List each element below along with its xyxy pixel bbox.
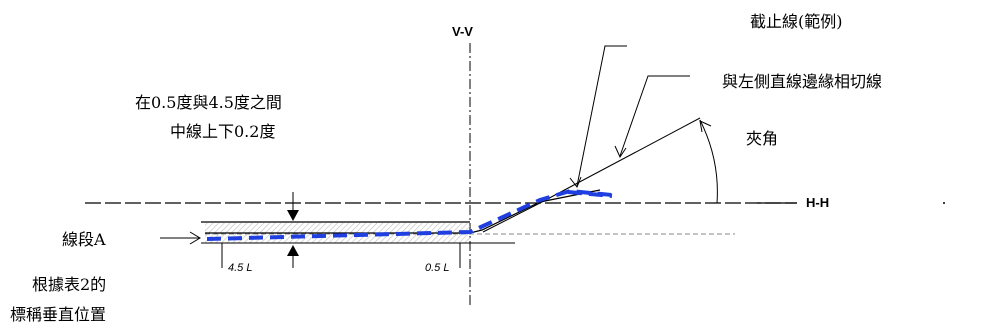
hh-label: H-H	[806, 195, 829, 210]
tangent-leader-head	[614, 145, 627, 159]
nominal-label-line2: 標稱垂直位置	[10, 305, 106, 324]
cutoff-beam-end	[567, 190, 613, 198]
mark-05-label: 0.5 L	[425, 262, 449, 274]
tangent-leader	[619, 75, 690, 157]
tolerance-arrow-bottom-head	[287, 245, 299, 256]
vv-label: V-V	[452, 24, 473, 39]
range-label-line2: 中線上下0.2度	[170, 122, 275, 141]
cutoff-leader	[576, 45, 627, 187]
mark-45-label: 4.5 L	[228, 262, 252, 274]
tangent-line-start	[482, 202, 541, 233]
stray-dot	[943, 202, 945, 204]
angle-arc-head	[699, 120, 712, 133]
tangent-line	[539, 117, 701, 204]
segment-a-arrow-head	[189, 231, 201, 245]
range-label-line1: 在0.5度與4.5度之間	[135, 93, 282, 112]
angle-arc	[699, 119, 718, 204]
cutoff-beam	[206, 188, 613, 241]
tangent-label: 與左側直線邊緣相切線	[722, 72, 882, 91]
segment-a-label: 線段A	[62, 230, 106, 249]
cutoff-leader-head	[569, 176, 582, 188]
nominal-label-line1: 根據表2的	[32, 275, 106, 294]
angle-label: 夾角	[746, 129, 778, 148]
cutoff-label: 截止線(範例)	[750, 12, 843, 31]
tolerance-arrow-top-head	[287, 210, 299, 221]
